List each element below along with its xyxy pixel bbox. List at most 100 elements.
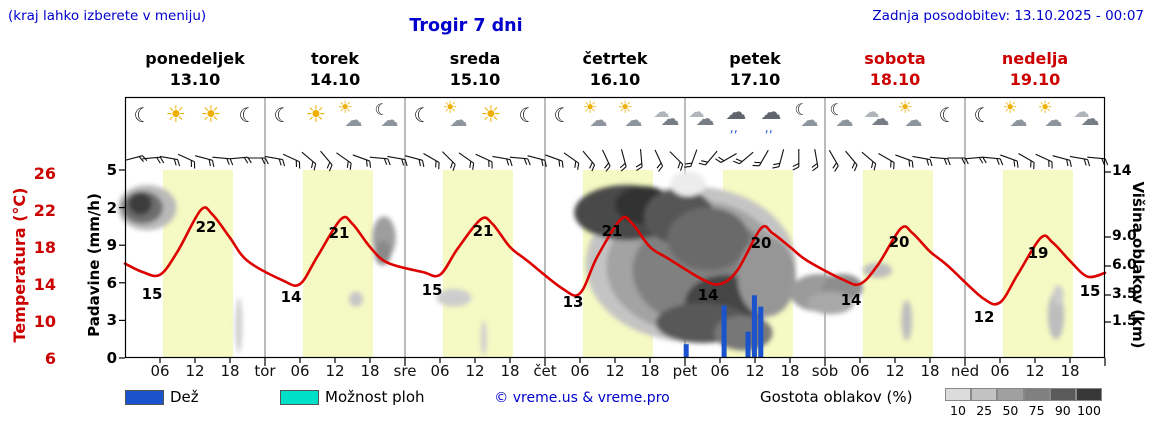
cloud-glyph: ☁ [870, 108, 890, 130]
wind-barb [733, 151, 754, 165]
temperature-value-label: 14 [841, 291, 862, 309]
moon-cloud-icon: ☾ ☁ [792, 100, 824, 142]
moon-glyph: ☾ [518, 103, 537, 127]
day-name: ponedeljek [145, 49, 245, 68]
day-abbr-label: tor [254, 362, 276, 380]
wind-barb [320, 150, 333, 172]
copyright-link[interactable]: © vreme.us & vreme.pro [494, 390, 670, 406]
sun-glyph: ☀ [897, 98, 913, 118]
wind-barb [124, 155, 148, 162]
rain-bar [683, 344, 689, 358]
rain-legend-swatch [125, 390, 164, 405]
temperature-value-label: 12 [974, 308, 995, 326]
sun-cloud-icon: ☀ ☁ [1002, 100, 1034, 142]
cloud-blob [480, 320, 487, 356]
wind-barb [895, 154, 914, 168]
wind-barb [929, 156, 951, 166]
precipitation-tick: 6 [106, 273, 117, 292]
moon-glyph: ☾ [973, 103, 992, 127]
cloud-density-legend-label: Gostota oblakov (%) [760, 388, 913, 406]
wind-barb [845, 150, 858, 172]
cloud-density-scale-box [945, 388, 972, 401]
hour-tick-label: 12 [465, 362, 485, 380]
day-abbr-label: ned [950, 362, 980, 380]
moon-glyph: ☾ [938, 103, 957, 127]
wind-barb [442, 151, 456, 171]
wind-barb [423, 153, 440, 170]
hour-tick-label: 18 [1060, 362, 1080, 380]
cloud-blob [714, 315, 773, 351]
hour-tick-label: 18 [360, 362, 380, 380]
temperature-tick: 6 [44, 349, 56, 368]
wind-barb [1087, 156, 1109, 166]
day-abbr-label: čet [533, 362, 557, 380]
wind-barb [212, 156, 234, 166]
cloud-density-layer [118, 171, 1065, 356]
cloud-density-scale-box [1049, 388, 1076, 401]
sun-glyph: ☀ [480, 102, 502, 128]
cloud-height-tick: 9.0 [1112, 228, 1137, 244]
wind-barb [698, 150, 718, 166]
wind-barb [194, 155, 215, 168]
moon-icon: ☾ [127, 100, 159, 142]
temperature-tick: 10 [33, 312, 56, 331]
wind-barb [715, 153, 737, 163]
moon-cloud-icon: ☾ ☁ [372, 100, 404, 142]
cloud-blob [349, 291, 363, 307]
rain-bar [721, 305, 727, 358]
cloud-density-scale-box [1023, 388, 1050, 401]
day-name: petek [729, 49, 781, 68]
sun-icon: ☀ [302, 100, 334, 142]
rain-icon: ☁ ‚‚ [757, 100, 789, 142]
cloud-density-scale-label: 100 [1077, 403, 1101, 418]
cloud-glyph: ☁ [344, 110, 363, 131]
wind-barb [352, 154, 372, 168]
wind-barb [159, 155, 181, 167]
sun-icon: ☀ [197, 100, 229, 142]
cloud-height-tick: 3.5 [1112, 286, 1137, 302]
clouds-icon: ☁ ☁ [652, 100, 684, 142]
wind-barb [619, 149, 627, 172]
temperature-tick: 26 [33, 164, 56, 183]
wind-barb [563, 152, 580, 170]
cloud-blob [807, 291, 855, 315]
day-date: 13.10 [169, 70, 221, 89]
wind-barb [772, 149, 785, 169]
day-date: 18.10 [869, 70, 921, 89]
temperature-value-label: 15 [422, 281, 443, 299]
precipitation-tick: 9 [106, 236, 117, 255]
cloud-glyph: ☁ [1080, 108, 1100, 130]
wind-barb [635, 148, 643, 171]
hour-tick-label: 12 [325, 362, 345, 380]
hour-tick-label: 18 [220, 362, 240, 380]
cloud-blob [374, 240, 391, 266]
sun-glyph: ☀ [337, 98, 353, 118]
rain-drops-glyph: ‚‚ [729, 121, 738, 136]
clouds-icon: ☁ ☁ [687, 100, 719, 142]
hour-tick-label: 12 [745, 362, 765, 380]
cloud-blob [235, 297, 243, 353]
rain-drops-glyph: ‚‚ [764, 121, 773, 136]
sun-cloud-icon: ☀ ☁ [582, 100, 614, 142]
cloud-glyph: ☁ [688, 102, 705, 121]
temperature-value-label: 13 [563, 293, 584, 311]
sun-cloud-icon: ☀ ☁ [897, 100, 929, 142]
hour-tick-label: 06 [570, 362, 590, 380]
sun-glyph: ☀ [305, 102, 327, 128]
hour-tick-label: 06 [710, 362, 730, 380]
day-name: sobota [864, 49, 926, 68]
temperature-value-label: 20 [889, 233, 910, 251]
cloud-density-scale-box [971, 388, 998, 401]
cloud-glyph: ☁ [653, 102, 670, 121]
hour-tick-label: 18 [780, 362, 800, 380]
cloud-blob [128, 192, 152, 216]
temperature-value-label: 21 [329, 224, 350, 242]
hour-tick-label: 06 [990, 362, 1010, 380]
wind-barb [545, 154, 564, 168]
cloud-density-scale-label: 50 [1002, 403, 1019, 418]
wind-barb [509, 156, 531, 166]
moon-glyph: ☾ [374, 100, 389, 119]
cloud-glyph: ☁ [1073, 102, 1090, 121]
